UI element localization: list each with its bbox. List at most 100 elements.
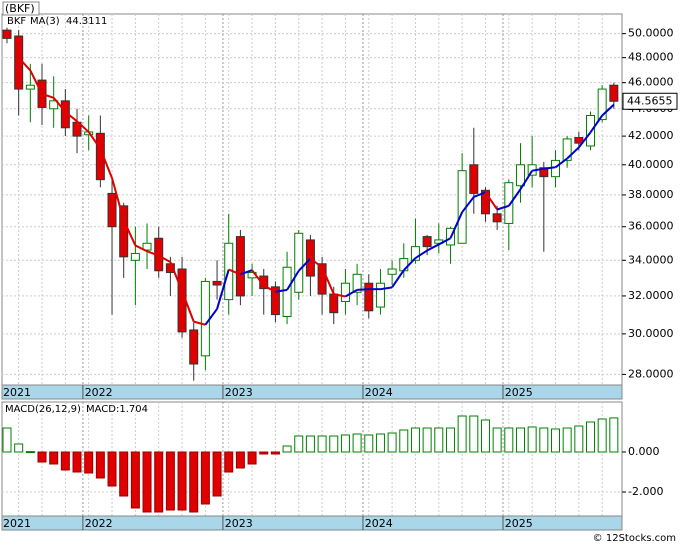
- candle-body: [597, 88, 607, 121]
- y-tick-label: 50.0000: [628, 27, 674, 40]
- ma-line: [41, 92, 54, 99]
- legend-name: BKF: [7, 16, 26, 27]
- ma-line: [589, 114, 603, 133]
- macd-bar: [574, 425, 584, 453]
- macd-bar: [317, 435, 327, 453]
- ma-line: [601, 103, 615, 117]
- y-tick-label: 40.0000: [628, 158, 674, 171]
- macd-bar: [609, 417, 619, 453]
- macd-bar: [586, 421, 595, 453]
- macd-bar: [189, 451, 199, 513]
- ma-line: [181, 290, 195, 323]
- candle-body: [504, 182, 514, 224]
- macd-bar: [387, 432, 397, 453]
- macd-bar: [597, 418, 607, 453]
- candle-body: [130, 252, 140, 261]
- ma-line: [357, 288, 369, 291]
- macd-bar: [49, 451, 59, 465]
- macd-bar: [119, 451, 129, 497]
- candle-body: [282, 266, 292, 317]
- macd-bar: [562, 427, 572, 453]
- ma-line: [566, 146, 580, 160]
- macd-current: MACD:1.704: [86, 404, 148, 415]
- macd-bar: [550, 428, 560, 453]
- last-price: 44.5655: [627, 94, 673, 107]
- candle-body: [235, 236, 245, 297]
- macd-bar: [282, 445, 292, 453]
- y-tick-label: 34.0000: [628, 253, 674, 266]
- macd-bar: [212, 451, 222, 497]
- ma-line: [240, 269, 253, 276]
- macd-bar: [445, 427, 455, 453]
- ticker: (BKF): [5, 2, 35, 15]
- year-label: 2023: [225, 517, 253, 530]
- candle-body: [294, 232, 304, 293]
- ma-line: [321, 266, 335, 295]
- ma-line: [309, 257, 323, 269]
- ma-line: [507, 188, 522, 207]
- candle-body: [259, 275, 269, 290]
- candle-body: [422, 236, 432, 248]
- macd-bar: [60, 451, 70, 471]
- macd-bar: [130, 451, 140, 509]
- candle-body: [387, 268, 397, 275]
- candle-body: [200, 280, 210, 357]
- macd-bar: [84, 451, 94, 474]
- candle-body: [375, 282, 385, 308]
- ma-line: [496, 204, 510, 211]
- candle-body: [329, 293, 339, 314]
- macd-bar: [434, 427, 444, 453]
- candle-body: [410, 246, 420, 261]
- legend-ma-value: 44.3111: [66, 16, 107, 27]
- macd-bar: [410, 427, 420, 453]
- macd-bar: [235, 451, 245, 469]
- ma-line: [87, 131, 102, 150]
- year-label: 2021: [3, 517, 31, 530]
- year-label: 2024: [365, 386, 393, 399]
- ma-line: [333, 293, 346, 298]
- year-label: 2022: [85, 386, 113, 399]
- macd-bar: [25, 451, 35, 454]
- candle-body: [49, 100, 59, 110]
- y-tick-label: 36.0000: [628, 220, 674, 233]
- macd-bar: [422, 427, 432, 453]
- candle-body: [562, 138, 572, 161]
- y-tick-label: 28.0000: [628, 367, 674, 380]
- macd-bar: [492, 427, 502, 453]
- macd-bar: [200, 451, 210, 505]
- candle-body: [492, 213, 502, 223]
- y-tick-label: 42.0000: [628, 129, 674, 142]
- ma-line: [99, 148, 113, 179]
- legend-ma: MA(3): [30, 16, 60, 27]
- ma-line: [438, 237, 451, 246]
- ma-line: [554, 157, 568, 169]
- candle-body: [107, 192, 117, 228]
- macd-title: MACD(26,12,9): [5, 404, 81, 415]
- macd-bar: [177, 451, 187, 511]
- ma-line: [484, 191, 498, 211]
- y-tick-label: 30.0000: [628, 327, 674, 340]
- ma-line: [449, 211, 464, 239]
- candle-body: [609, 84, 619, 102]
- ma-line: [204, 308, 218, 326]
- macd-panel: [1, 401, 623, 517]
- ma-line: [169, 261, 183, 292]
- candle-body: [480, 189, 490, 215]
- ma-line: [461, 196, 475, 213]
- ma-line: [426, 243, 440, 252]
- year-label: 2022: [85, 517, 113, 530]
- ma-line: [193, 320, 206, 326]
- last-price-box: [622, 92, 678, 110]
- macd-bar: [2, 427, 12, 453]
- candle-body: [2, 29, 12, 39]
- candle-body: [340, 282, 350, 302]
- ma-line: [344, 289, 358, 298]
- candle-body: [119, 205, 129, 258]
- macd-bar: [224, 451, 234, 473]
- year-label: 2021: [3, 386, 31, 399]
- ma-line: [134, 244, 148, 253]
- macd-bar: [142, 451, 152, 513]
- year-band: [1, 384, 623, 400]
- ma-line: [519, 170, 533, 190]
